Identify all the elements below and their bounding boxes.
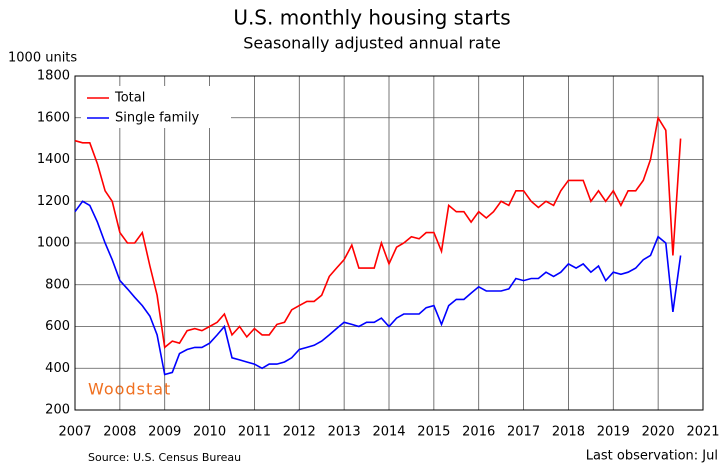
x-tick-label: 2017 (507, 425, 540, 440)
legend-label: Total (114, 91, 145, 106)
y-tick-label: 1600 (37, 110, 70, 125)
x-tick-label: 2007 (58, 425, 91, 440)
y-tick-label: 1400 (37, 152, 70, 167)
legend-label: Single family (115, 111, 200, 126)
y-tick-label: 800 (45, 277, 70, 292)
x-tick-label: 2009 (148, 425, 181, 440)
y-axis-label: 1000 units (8, 51, 77, 66)
plot-frame (74, 75, 704, 411)
source: Source: U.S. Census Bureau (88, 451, 241, 464)
x-tick-label: 2018 (552, 425, 585, 440)
x-tick-label: 2019 (597, 425, 630, 440)
x-tick-label: 2021 (686, 425, 719, 440)
x-tick-label: 2016 (462, 425, 495, 440)
legend-box (81, 86, 231, 128)
y-tick-label: 1800 (37, 69, 70, 84)
x-tick-label: 2013 (328, 425, 361, 440)
x-tick-label: 2020 (642, 425, 675, 440)
line-series (74, 200, 682, 376)
x-tick-label: 2014 (372, 425, 405, 440)
note: Last observation: Jul (586, 449, 718, 464)
y-tick-label: 400 (45, 361, 70, 376)
line-series (74, 115, 682, 349)
x-tick-label: 2015 (417, 425, 450, 440)
y-tick-label: 600 (45, 319, 70, 334)
x-tick-label: 2008 (103, 425, 136, 440)
y-tick-label: 1200 (37, 194, 70, 209)
y-tick-label: 1000 (37, 236, 70, 251)
x-tick-label: 2011 (238, 425, 271, 440)
x-tick-label: 2010 (193, 425, 226, 440)
chart-title: U.S. monthly housing starts (233, 6, 510, 30)
x-tick-label: 2012 (283, 425, 316, 440)
brand: Woodstat (88, 380, 171, 399)
chart-subtitle: Seasonally adjusted annual rate (243, 34, 501, 53)
y-tick-label: 200 (45, 403, 70, 418)
